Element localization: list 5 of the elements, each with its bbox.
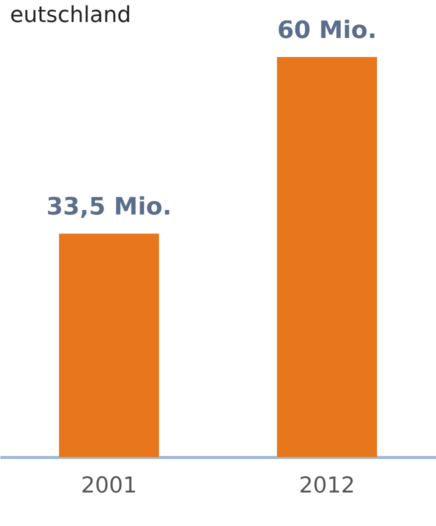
x-tick-label: 2012 xyxy=(299,474,355,498)
chart-title: eutschland xyxy=(10,3,132,28)
x-tick-label: 2001 xyxy=(81,474,137,498)
data-label: 33,5 Mio. xyxy=(46,192,172,221)
data-label: 60 Mio. xyxy=(277,16,377,44)
